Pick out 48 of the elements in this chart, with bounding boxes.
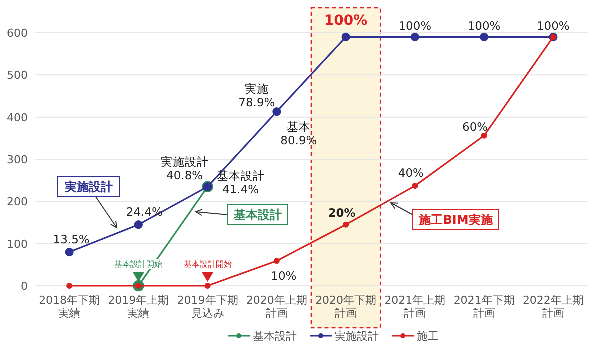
annotation: 10%: [271, 269, 297, 284]
annotation: 基本 80.9%: [280, 120, 318, 148]
legend-label: 施工: [417, 330, 439, 343]
y-tick-label: 100: [7, 238, 28, 251]
annotation: 実施 78.9%: [238, 82, 276, 110]
annotation: 20%: [328, 206, 356, 220]
annotation: 施工BIM実施: [418, 213, 494, 227]
x-tick-label: 2021年上期計画: [384, 294, 446, 320]
annotation: 60%: [462, 120, 488, 134]
point: [134, 220, 143, 230]
x-tick-label: 2020年上期計画: [246, 294, 308, 320]
y-tick-label: 300: [7, 154, 28, 166]
legend-label: 実施設計: [335, 330, 379, 343]
x-tick-label: 2020年下期計画: [316, 294, 377, 320]
x-tick-label: 2019年上期実績: [108, 294, 170, 320]
point: [274, 258, 280, 264]
annotation: 13.5%: [53, 232, 90, 246]
x-tick-label: 2022年上期計画: [522, 294, 584, 320]
point: [272, 108, 282, 116]
annotation: 100%: [398, 19, 432, 34]
legend-label: 基本設計: [253, 330, 297, 343]
point: [65, 248, 74, 257]
annotation: 基本設計開始: [184, 260, 232, 269]
annotation: 基本設計: [233, 208, 282, 222]
y-tick-label: 500: [7, 69, 28, 82]
point: [410, 32, 420, 42]
point: [480, 32, 489, 42]
annotation: 24.4%: [126, 204, 164, 219]
point: [343, 222, 350, 228]
x-tick-label: 2021年下期計画: [454, 294, 515, 320]
point: [481, 132, 488, 139]
point: [66, 283, 73, 289]
point: [412, 183, 418, 190]
point: [342, 32, 350, 42]
annotation: 100%: [468, 19, 501, 34]
band-label: 100%: [324, 13, 368, 29]
y-tick-label: 0: [21, 280, 28, 293]
y-tick-label: 600: [7, 27, 28, 40]
point: [204, 283, 211, 289]
annotation: 実施設計 40.8%: [160, 154, 209, 183]
y-tick-label: 200: [7, 196, 28, 209]
annotation: 40%: [398, 166, 424, 180]
annotation: 100%: [536, 19, 570, 34]
y-tick-label: 400: [7, 111, 28, 124]
x-tick-label: 2018年下期実績: [39, 294, 100, 320]
annotation: 基本設計 41.4%: [216, 168, 265, 197]
annotation: 実施設計: [64, 180, 113, 194]
x-tick-label: 2019年下期見込み: [177, 294, 238, 320]
